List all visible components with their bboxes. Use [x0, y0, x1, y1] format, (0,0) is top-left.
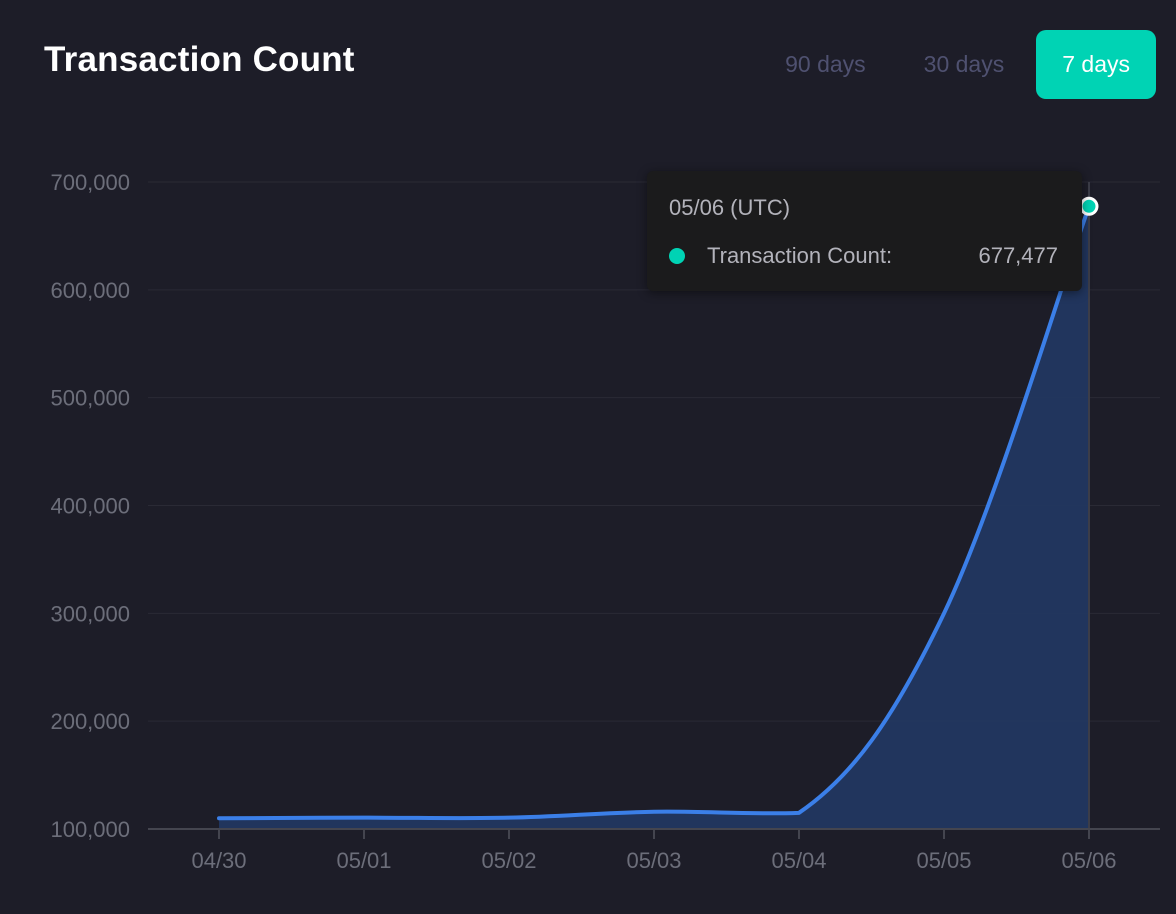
area-series [217, 182, 1091, 830]
tooltip-date: 05/06 (UTC) [669, 195, 791, 220]
range-tab-7-days[interactable]: 7 days [1036, 30, 1156, 99]
tooltip-series-label: Transaction Count: [707, 243, 893, 268]
y-tick-label: 100,000 [50, 817, 130, 842]
x-tick-label: 04/30 [191, 848, 246, 873]
page-title: Transaction Count [44, 40, 355, 79]
x-tick-label: 05/02 [481, 848, 536, 873]
hover-marker [1079, 196, 1099, 216]
x-tick-label: 05/04 [771, 848, 826, 873]
y-tick-label: 600,000 [50, 278, 130, 303]
x-tick-label: 05/03 [626, 848, 681, 873]
tooltip-row: Transaction Count: 677,477 [669, 243, 1058, 269]
series-dot-icon [669, 248, 685, 264]
data-point-marker[interactable] [1079, 196, 1099, 216]
series-line [217, 204, 1091, 821]
y-axis-ticks: 100,000 200,000 300,000 400,000 500,000 600,0… [50, 170, 130, 842]
y-tick-label: 700,000 [50, 170, 130, 195]
x-tick-label: 05/06 [1061, 848, 1116, 873]
tooltip-value: 677,477 [978, 243, 1058, 268]
range-tab-30-days[interactable]: 30 days [923, 51, 1005, 77]
y-tick-label: 200,000 [50, 709, 130, 734]
x-tick-label: 05/01 [336, 848, 391, 873]
area-fill [219, 206, 1089, 830]
chart-tooltip: 05/06 (UTC) Transaction Count: 677,477 [647, 171, 1082, 291]
range-selector: 90 days 30 days 7 days [753, 30, 1156, 99]
y-tick-label: 500,000 [50, 386, 130, 411]
y-tick-label: 300,000 [50, 601, 130, 626]
y-tick-label: 400,000 [50, 494, 130, 519]
range-tab-90-days[interactable]: 90 days [785, 51, 866, 77]
x-tick-label: 05/05 [916, 848, 971, 873]
x-axis-ticks: 04/30 05/01 05/02 05/03 05/04 05/05 05/06 [191, 829, 1117, 873]
